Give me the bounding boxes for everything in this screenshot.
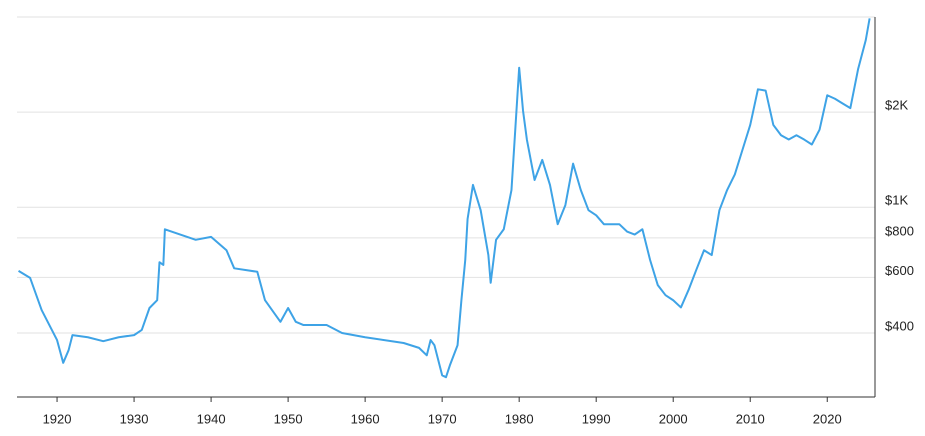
x-tick-label: 2000 bbox=[659, 411, 688, 426]
x-tick-label: 1970 bbox=[428, 411, 457, 426]
y-tick-label: $600 bbox=[885, 263, 914, 278]
x-tick-label: 2020 bbox=[813, 411, 842, 426]
x-tick-label: 1940 bbox=[197, 411, 226, 426]
y-tick-label: $1K bbox=[885, 193, 908, 208]
y-tick-label: $2K bbox=[885, 98, 908, 113]
x-tick-label: 1980 bbox=[505, 411, 534, 426]
x-tick-label: 1920 bbox=[43, 411, 72, 426]
x-tick-label: 1960 bbox=[351, 411, 380, 426]
x-tick-label: 2010 bbox=[736, 411, 765, 426]
x-tick-label: 1950 bbox=[274, 411, 303, 426]
x-tick-label: 1930 bbox=[120, 411, 149, 426]
y-tick-label: $800 bbox=[885, 223, 914, 238]
x-tick-label: 1990 bbox=[582, 411, 611, 426]
price-line bbox=[18, 18, 871, 379]
y-tick-label: $400 bbox=[885, 318, 914, 333]
